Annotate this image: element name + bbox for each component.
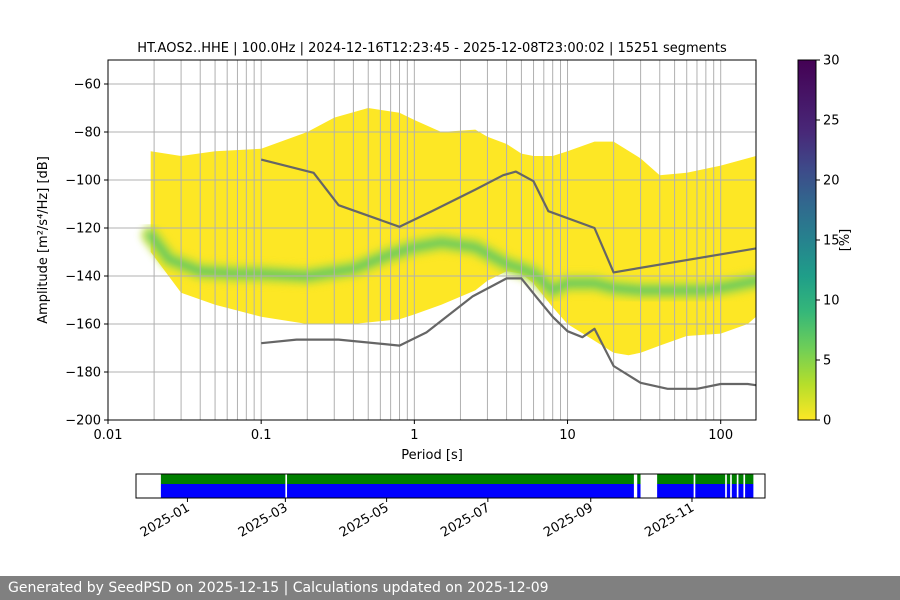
timeline-tick-label: 2025-03	[236, 500, 291, 540]
timeline-tick-label: 2025-01	[138, 500, 193, 540]
timeline-gap	[633, 474, 638, 498]
timeline-gap	[743, 474, 746, 498]
x-tick-label: 0.1	[251, 428, 272, 443]
noise-model-line	[260, 158, 756, 274]
density-envelope	[150, 108, 756, 356]
psd-figure: HT.AOS2..HHE | 100.0Hz | 2024-12-16T12:2…	[36, 41, 853, 541]
y-tick-label: −100	[65, 174, 101, 189]
timeline-gap	[736, 474, 739, 498]
availability-bar-upper	[160, 474, 754, 484]
colorbar-tick-label: 10	[823, 294, 840, 309]
timeline-gap	[730, 474, 732, 498]
colorbar	[797, 59, 817, 421]
timeline-gap	[725, 474, 727, 498]
timeline-gap	[640, 474, 658, 498]
timeline-tick-label: 2025-07	[438, 500, 493, 540]
y-tick-label: −200	[65, 414, 101, 429]
y-axis-label: Amplitude [m²/s⁴/Hz] [dB]	[36, 156, 51, 324]
x-tick-label: 100	[708, 428, 733, 443]
grid-lines	[108, 60, 756, 420]
colorbar-tick-label: 0	[823, 414, 831, 429]
x-axis-label: Period [s]	[401, 448, 463, 463]
y-tick-label: −120	[65, 222, 101, 237]
x-ticks: 0.01 0.1 1 10 100	[94, 420, 733, 443]
colorbar-tick-label: 30	[823, 54, 840, 69]
timeline-frame	[135, 473, 766, 499]
colorbar-ticks: 0 5 10 15 20 25 30	[816, 54, 840, 429]
colorbar-label: [%]	[838, 229, 853, 252]
timeline-tick-label: 2025-05	[337, 500, 392, 540]
footer-note: Generated by SeedPSD on 2025-12-15 | Cal…	[0, 576, 900, 600]
noise-model-lines	[260, 158, 756, 390]
plot-area	[108, 60, 756, 420]
colorbar-tick-label: 5	[823, 354, 831, 369]
y-tick-label: −140	[65, 270, 101, 285]
plot-frame	[107, 59, 757, 421]
x-tick-label: 10	[559, 428, 576, 443]
timeline-bars	[160, 474, 754, 498]
y-tick-label: −80	[74, 126, 101, 141]
timeline-ticks: 2025-01 2025-03 2025-05 2025-07 2025-09 2025-…	[138, 498, 697, 541]
chart-title: HT.AOS2..HHE | 100.0Hz | 2024-12-16T12:2…	[137, 41, 727, 56]
timeline-tick-label: 2025-09	[541, 500, 596, 540]
x-tick-label: 0.01	[94, 428, 123, 443]
availability-bar-lower	[160, 484, 754, 498]
colorbar-tick-label: 25	[823, 114, 840, 129]
y-tick-label: −60	[74, 78, 101, 93]
x-tick-label: 1	[410, 428, 418, 443]
y-tick-label: −160	[65, 318, 101, 333]
data-timeline: 2025-01 2025-03 2025-05 2025-07 2025-09 2025-…	[135, 473, 766, 541]
colorbar-tick-label: 15	[823, 234, 840, 249]
y-tick-label: −180	[65, 366, 101, 381]
timeline-tick-label: 2025-11	[642, 500, 697, 540]
noise-model-line	[261, 277, 756, 390]
timeline-gap	[285, 474, 288, 498]
timeline-gap	[693, 474, 696, 498]
colorbar-tick-label: 20	[823, 174, 840, 189]
y-ticks: −60 −80 −100 −120 −140 −160 −180 −200	[65, 78, 108, 429]
